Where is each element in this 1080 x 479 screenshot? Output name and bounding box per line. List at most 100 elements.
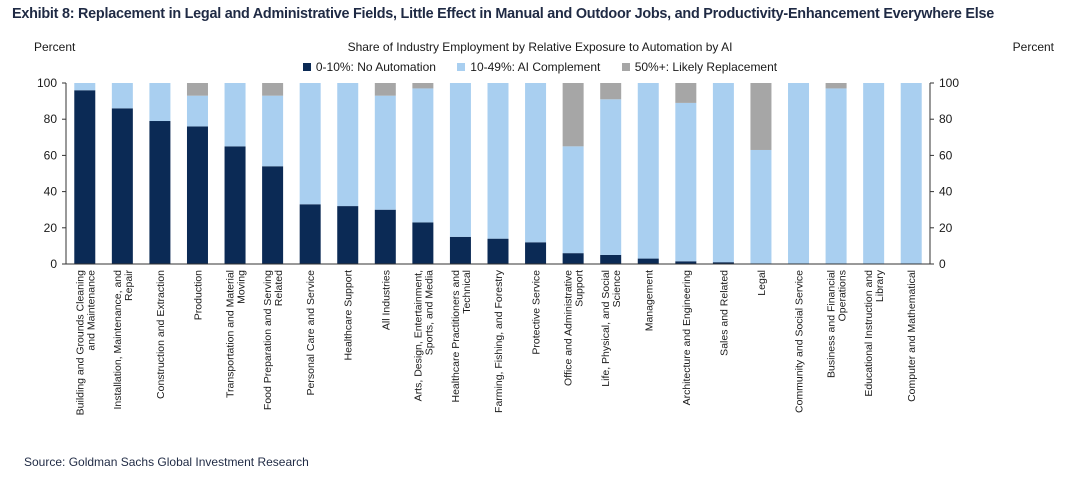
bar-segment [675, 83, 697, 103]
bar-segment [186, 95, 208, 127]
category-label-line: All Industries [380, 270, 392, 330]
right-tick-label: 100 [939, 76, 959, 90]
exhibit-title: Exhibit 8: Replacement in Legal and Admi… [12, 6, 994, 22]
bar-segment [262, 166, 284, 264]
chart-title: Share of Industry Employment by Relative… [347, 40, 733, 54]
category-label-line: Computer and Mathematical [906, 270, 918, 402]
category-label-line: Office and Administrative [563, 270, 575, 386]
bar-segment [600, 83, 622, 100]
category-label-line: Technical [461, 270, 473, 314]
bar-segment [74, 83, 96, 91]
category-label-line: Life, Physical, and Social [600, 270, 612, 387]
category-label: Educational Instruction andLibrary [863, 269, 886, 396]
category-label-line: Personal Care and Service [305, 270, 317, 396]
category-label-line: Production [192, 270, 204, 320]
bar-segment [262, 95, 284, 167]
category-label-line: Community and Social Service [794, 270, 806, 413]
bar-segment [186, 83, 208, 96]
bar-segment [412, 88, 434, 223]
legend-item-no-automation: 0-10%: No Automation [302, 60, 436, 74]
legend-item-likely-replacement: 50%+: Likely Replacement [621, 60, 777, 74]
legend-label-no-automation: 0-10%: No Automation [315, 60, 436, 74]
left-tick-label: 40 [44, 185, 58, 199]
category-label-line: Building and Grounds Cleaning [74, 270, 86, 416]
category-label-line: Sales and Related [718, 270, 730, 356]
bar-segment [637, 258, 659, 264]
bar-segment [149, 121, 171, 264]
category-label: Management [643, 270, 655, 331]
bar-segment [299, 204, 321, 264]
bar-segment [675, 102, 697, 262]
legend: 0-10%: No Automation 10-49%: AI Compleme… [0, 60, 1080, 74]
bar-segment [149, 83, 171, 122]
bar-segment [262, 83, 284, 96]
category-label-line: Protective Service [531, 270, 543, 355]
bar-segment [186, 126, 208, 264]
bar-segment [111, 108, 133, 264]
bar-segment [299, 83, 321, 205]
category-label: Production [192, 270, 204, 320]
category-label: Food Preparation and ServingRelated [262, 270, 285, 410]
bar-segment [788, 83, 810, 264]
category-label: Installation, Maintenance, andRepair [112, 270, 135, 410]
bar-segment [374, 83, 396, 96]
category-label: Personal Care and Service [305, 270, 317, 396]
bar-segment [412, 222, 434, 264]
bar-segment [74, 90, 96, 265]
category-label: All Industries [380, 270, 392, 330]
category-label: Farming, Fishing, and Forestry [493, 269, 505, 413]
bar-segment [525, 242, 547, 264]
category-label: Community and Social Service [794, 270, 806, 413]
category-label-line: Related [273, 270, 285, 306]
bar-segment [562, 83, 584, 147]
bar-segment [863, 83, 885, 264]
category-label: Sales and Related [718, 270, 730, 356]
category-label: Architecture and Engineering [681, 270, 693, 406]
bars-group [74, 83, 922, 265]
bar-segment [412, 83, 434, 89]
category-label-line: Healthcare Practitioners and [450, 270, 462, 403]
left-tick-label: 0 [50, 257, 57, 271]
bar-segment [600, 254, 622, 264]
category-label-line: and Maintenance [85, 270, 97, 351]
category-label-line: Transportation and Material [225, 270, 237, 398]
bar-segment [449, 236, 471, 264]
category-label: Healthcare Practitioners andTechnical [450, 270, 473, 403]
category-label-line: Library [874, 269, 886, 302]
category-label-line: Architecture and Engineering [681, 270, 693, 406]
bar-segment [525, 83, 547, 243]
category-label: Building and Grounds Cleaningand Mainten… [74, 270, 97, 416]
left-tick-label: 80 [44, 112, 58, 126]
left-y-axis: 0 20 40 60 80 100 [37, 76, 67, 271]
category-label: Computer and Mathematical [906, 270, 918, 402]
legend-swatch-no-automation [302, 63, 311, 71]
right-axis-unit-label: Percent [1012, 40, 1054, 54]
category-label: Office and AdministrativeSupport [563, 270, 586, 386]
bar-segment [224, 83, 246, 147]
right-tick-label: 80 [939, 112, 953, 126]
category-label-line: Farming, Fishing, and Forestry [493, 269, 505, 413]
left-axis-unit-label: Percent [34, 40, 76, 54]
category-label-line: Food Preparation and Serving [262, 270, 274, 410]
category-label: Arts, Design, Entertainment,Sports, and … [412, 270, 435, 401]
category-label-line: Arts, Design, Entertainment, [412, 270, 424, 401]
category-label-line: Science [611, 270, 623, 308]
category-label: Legal [756, 270, 768, 296]
bar-segment [337, 83, 359, 207]
bar-segment [487, 83, 509, 239]
category-label: Transportation and MaterialMoving [225, 270, 248, 398]
bar-segment [825, 83, 847, 89]
category-label: Life, Physical, and SocialScience [600, 270, 623, 387]
legend-swatch-likely-replacement [621, 63, 630, 71]
bar-segment [487, 238, 509, 264]
left-tick-label: 60 [44, 148, 58, 162]
bar-segment [374, 209, 396, 264]
left-tick-label: 100 [37, 76, 57, 90]
bar-segment [750, 149, 772, 264]
category-label: Healthcare Support [343, 270, 355, 361]
category-label-line: Construction and Extraction [155, 270, 167, 399]
bar-segment [712, 262, 734, 264]
right-tick-label: 20 [939, 221, 953, 235]
bar-segment [374, 95, 396, 210]
